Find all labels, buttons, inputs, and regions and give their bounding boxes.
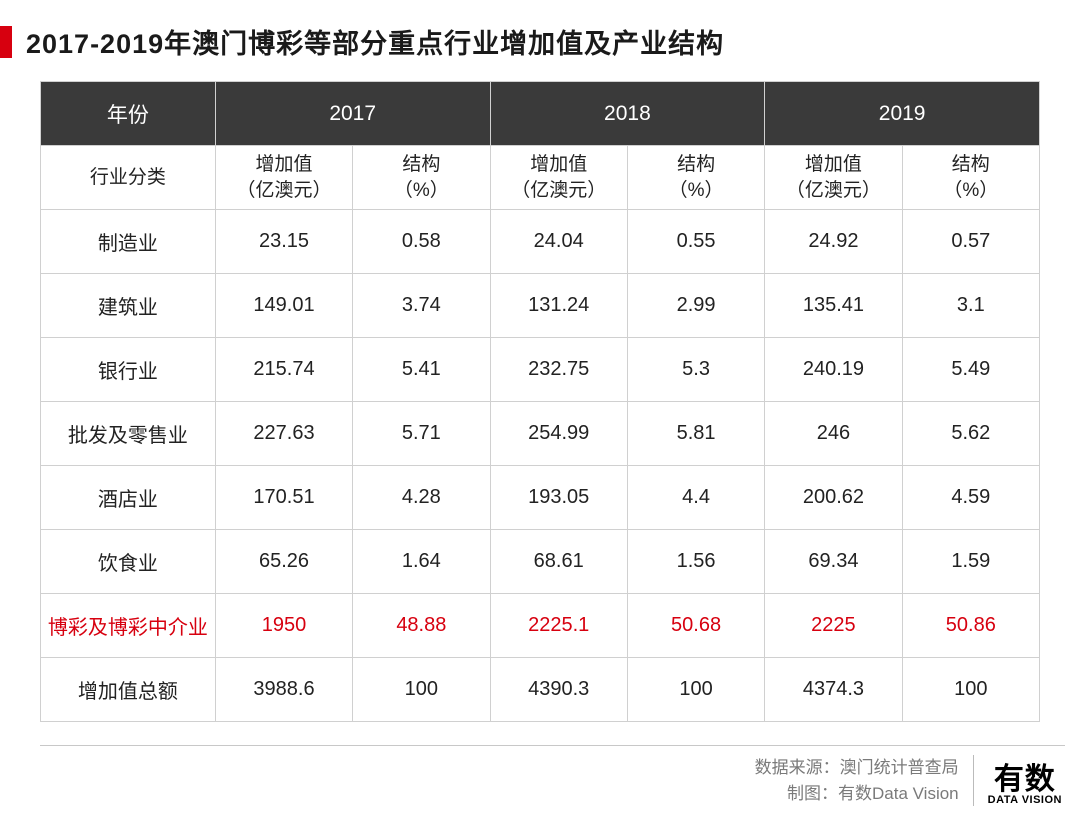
row-label: 饮食业 xyxy=(41,530,216,594)
year-col-2017: 2017 xyxy=(215,82,490,146)
cell: 135.41 xyxy=(765,274,902,338)
value-sub-2017: 增加值（亿澳元） xyxy=(215,146,352,210)
cell: 131.24 xyxy=(490,274,627,338)
cell: 3.1 xyxy=(902,274,1039,338)
value-sub-2018: 增加值（亿澳元） xyxy=(490,146,627,210)
footer: 数据来源：澳门统计普查局 制图：有数Data Vision 有数 DATA VI… xyxy=(755,755,1062,806)
cell: 23.15 xyxy=(215,210,352,274)
table-row: 制造业23.150.5824.040.5524.920.57 xyxy=(41,210,1040,274)
cell: 193.05 xyxy=(490,466,627,530)
data-table: 年份 2017 2018 2019 行业分类 增加值（亿澳元） 结构（%） 增加… xyxy=(40,81,1040,722)
logo: 有数 DATA VISION xyxy=(988,765,1062,806)
struct-sub-2018: 结构（%） xyxy=(627,146,764,210)
cell: 5.41 xyxy=(353,338,490,402)
title-bar: 2017-2019年澳门博彩等部分重点行业增加值及产业结构 xyxy=(0,0,1080,81)
table-row: 银行业215.745.41232.755.3240.195.49 xyxy=(41,338,1040,402)
cell: 240.19 xyxy=(765,338,902,402)
cell: 100 xyxy=(627,658,764,722)
cell: 1950 xyxy=(215,594,352,658)
cell: 24.04 xyxy=(490,210,627,274)
cell: 24.92 xyxy=(765,210,902,274)
table-row: 酒店业170.514.28193.054.4200.624.59 xyxy=(41,466,1040,530)
cell: 200.62 xyxy=(765,466,902,530)
table-row: 建筑业149.013.74131.242.99135.413.1 xyxy=(41,274,1040,338)
maker-label: 制图： xyxy=(787,784,838,803)
cell: 1.56 xyxy=(627,530,764,594)
cell: 5.62 xyxy=(902,402,1039,466)
cell: 1.59 xyxy=(902,530,1039,594)
cell: 232.75 xyxy=(490,338,627,402)
cell: 3.74 xyxy=(353,274,490,338)
cell: 69.34 xyxy=(765,530,902,594)
category-header-label: 行业分类 xyxy=(41,146,216,210)
page-title: 2017-2019年澳门博彩等部分重点行业增加值及产业结构 xyxy=(26,22,724,61)
year-col-2018: 2018 xyxy=(490,82,765,146)
footer-text: 数据来源：澳门统计普查局 制图：有数Data Vision xyxy=(755,755,974,806)
table-container: 年份 2017 2018 2019 行业分类 增加值（亿澳元） 结构（%） 增加… xyxy=(0,81,1080,722)
logo-main: 有数 xyxy=(994,765,1056,795)
footer-divider xyxy=(40,745,1065,746)
table-row: 增加值总额3988.61004390.31004374.3100 xyxy=(41,658,1040,722)
cell: 5.3 xyxy=(627,338,764,402)
cell: 100 xyxy=(902,658,1039,722)
logo-sub: DATA VISION xyxy=(988,795,1062,806)
cell: 4390.3 xyxy=(490,658,627,722)
cell: 68.61 xyxy=(490,530,627,594)
cell: 2.99 xyxy=(627,274,764,338)
accent-bar xyxy=(0,26,12,58)
cell: 65.26 xyxy=(215,530,352,594)
cell: 3988.6 xyxy=(215,658,352,722)
maker-value: 有数Data Vision xyxy=(838,784,959,803)
row-label: 酒店业 xyxy=(41,466,216,530)
cell: 50.86 xyxy=(902,594,1039,658)
cell: 100 xyxy=(353,658,490,722)
cell: 0.55 xyxy=(627,210,764,274)
source-label: 数据来源： xyxy=(755,758,840,777)
cell: 48.88 xyxy=(353,594,490,658)
struct-sub-2019: 结构（%） xyxy=(902,146,1039,210)
cell: 5.71 xyxy=(353,402,490,466)
value-sub-2019: 增加值（亿澳元） xyxy=(765,146,902,210)
table-head: 年份 2017 2018 2019 xyxy=(41,82,1040,146)
cell: 5.49 xyxy=(902,338,1039,402)
cell: 0.57 xyxy=(902,210,1039,274)
row-label: 建筑业 xyxy=(41,274,216,338)
year-header-label: 年份 xyxy=(41,82,216,146)
cell: 50.68 xyxy=(627,594,764,658)
cell: 227.63 xyxy=(215,402,352,466)
table-row: 饮食业65.261.6468.611.5669.341.59 xyxy=(41,530,1040,594)
row-label: 增加值总额 xyxy=(41,658,216,722)
table-row: 博彩及博彩中介业195048.882225.150.68222550.86 xyxy=(41,594,1040,658)
cell: 1.64 xyxy=(353,530,490,594)
row-label: 制造业 xyxy=(41,210,216,274)
cell: 2225.1 xyxy=(490,594,627,658)
cell: 215.74 xyxy=(215,338,352,402)
sub-header-row: 行业分类 增加值（亿澳元） 结构（%） 增加值（亿澳元） 结构（%） 增加值（亿… xyxy=(41,146,1040,210)
cell: 149.01 xyxy=(215,274,352,338)
cell: 4.28 xyxy=(353,466,490,530)
cell: 4.4 xyxy=(627,466,764,530)
table-body: 行业分类 增加值（亿澳元） 结构（%） 增加值（亿澳元） 结构（%） 增加值（亿… xyxy=(41,146,1040,722)
cell: 254.99 xyxy=(490,402,627,466)
cell: 0.58 xyxy=(353,210,490,274)
cell: 4.59 xyxy=(902,466,1039,530)
cell: 170.51 xyxy=(215,466,352,530)
struct-sub-2017: 结构（%） xyxy=(353,146,490,210)
year-col-2019: 2019 xyxy=(765,82,1040,146)
table-row: 批发及零售业227.635.71254.995.812465.62 xyxy=(41,402,1040,466)
year-header-row: 年份 2017 2018 2019 xyxy=(41,82,1040,146)
row-label: 银行业 xyxy=(41,338,216,402)
cell: 246 xyxy=(765,402,902,466)
source-value: 澳门统计普查局 xyxy=(840,758,959,777)
row-label: 博彩及博彩中介业 xyxy=(41,594,216,658)
cell: 5.81 xyxy=(627,402,764,466)
cell: 4374.3 xyxy=(765,658,902,722)
cell: 2225 xyxy=(765,594,902,658)
row-label: 批发及零售业 xyxy=(41,402,216,466)
